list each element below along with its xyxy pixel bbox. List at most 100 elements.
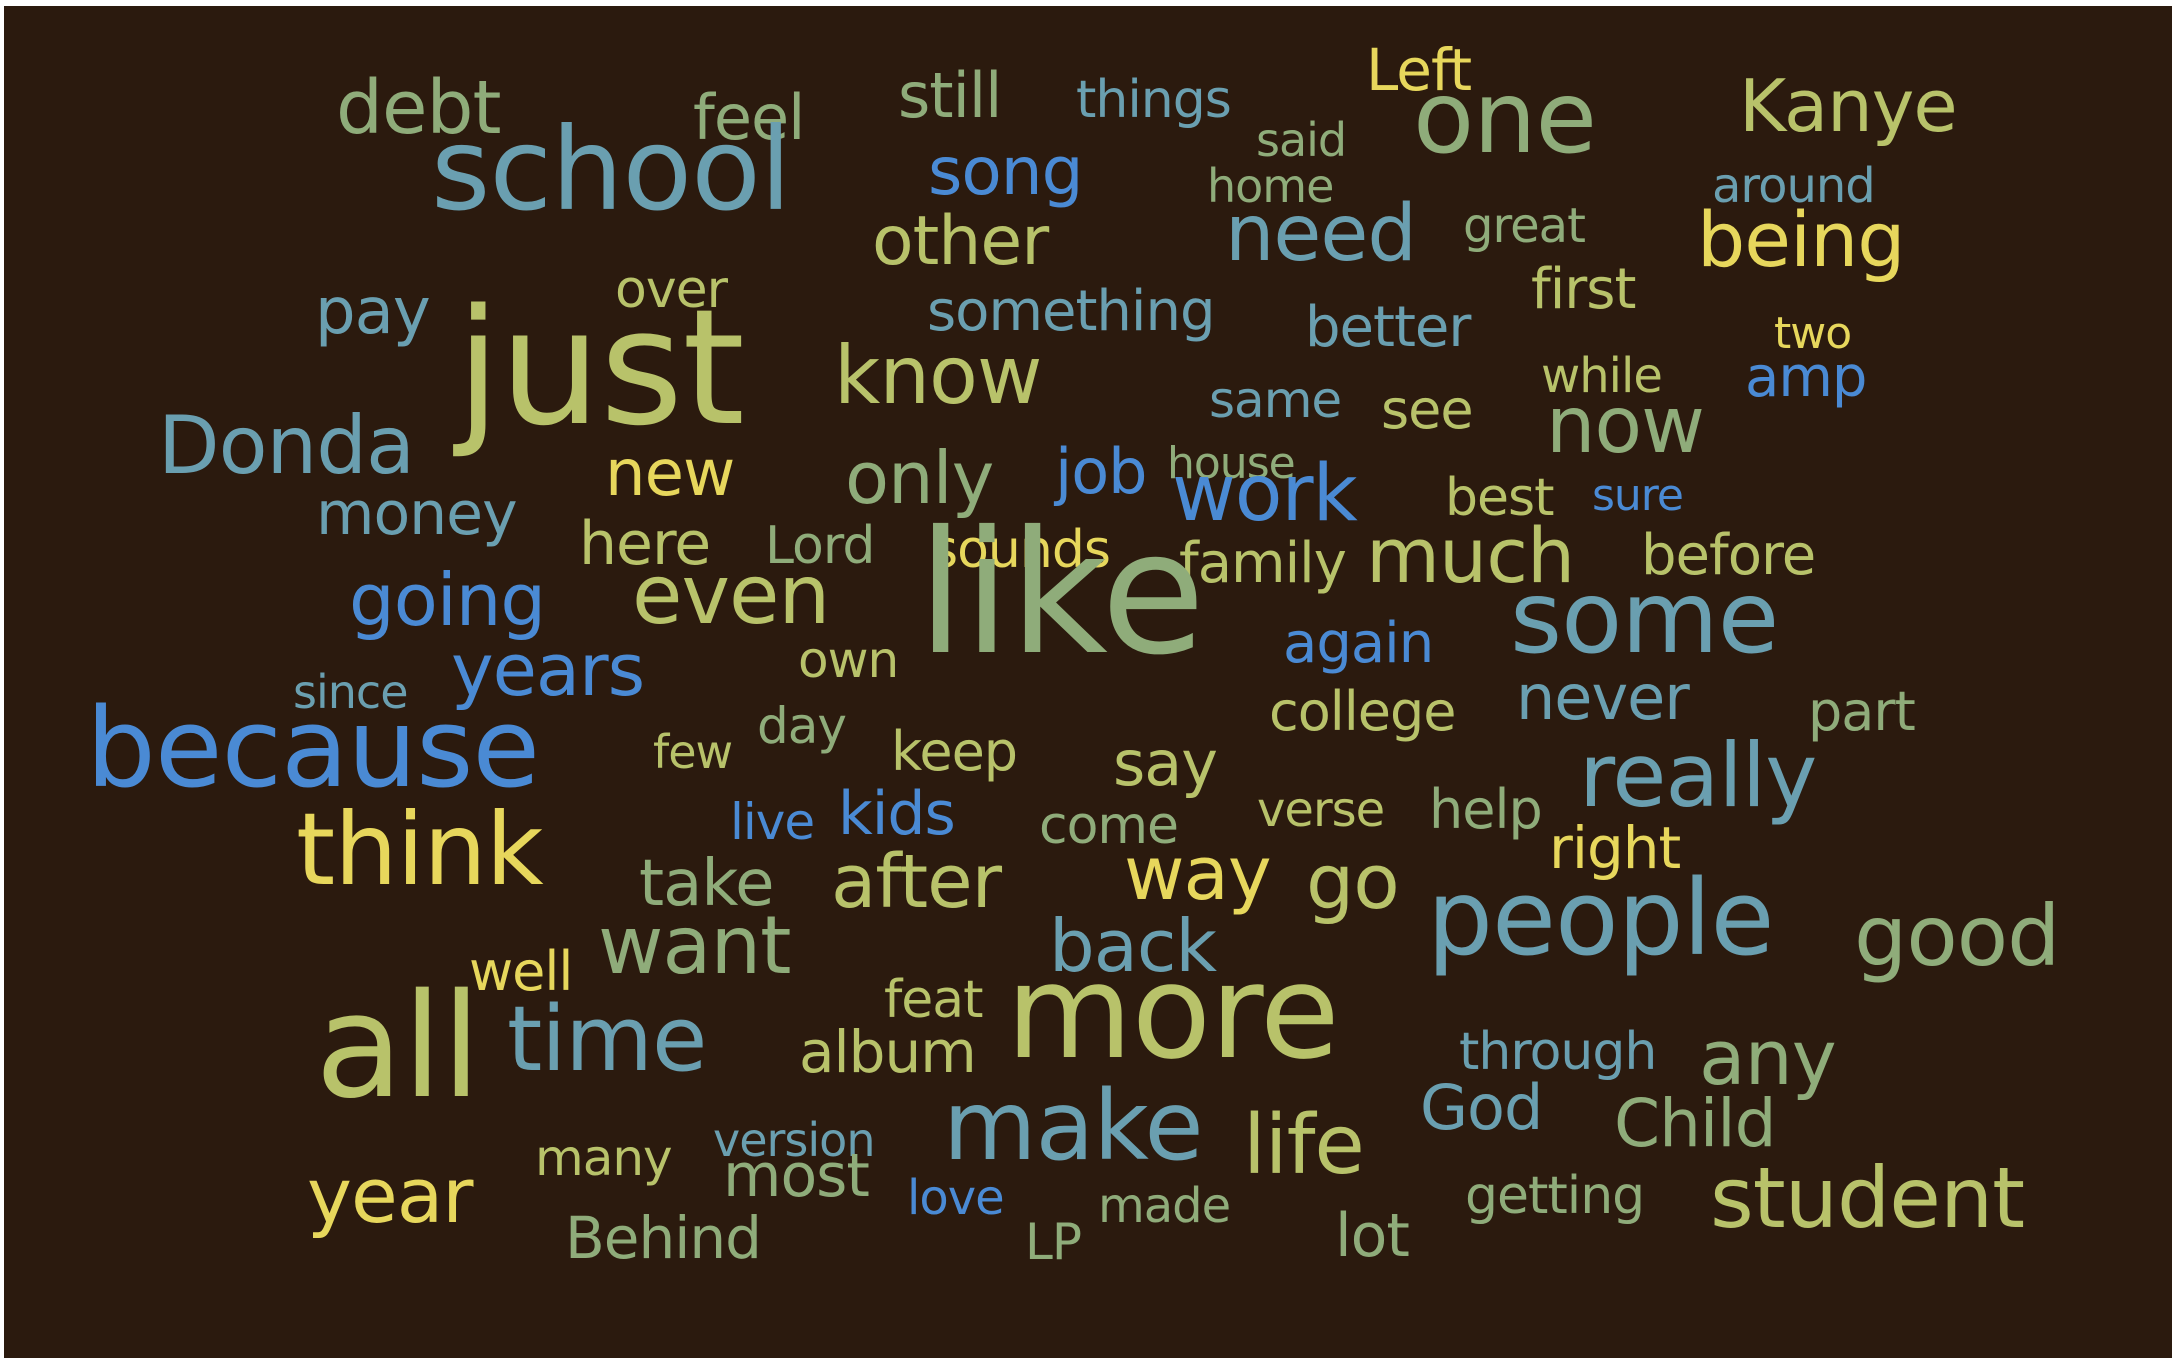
word-some: some [1510, 559, 1779, 676]
word-really: really [1579, 724, 1817, 827]
word-other: other [872, 202, 1049, 281]
word-college: college [1269, 680, 1456, 743]
word-feat: feat [884, 970, 984, 1030]
word-album: album [799, 1018, 977, 1086]
word-made: made [1098, 1178, 1231, 1234]
word-pay: pay [315, 275, 431, 349]
word-lot: lot [1335, 1201, 1410, 1271]
word-two: two [1774, 308, 1852, 359]
word-kids: kids [838, 779, 956, 849]
word-help: help [1429, 778, 1543, 841]
word-version: version [713, 1113, 875, 1167]
word-say: say [1113, 727, 1218, 800]
word-song: song [928, 133, 1083, 210]
word-kanye: Kanye [1739, 64, 1958, 148]
word-only: only [845, 436, 994, 520]
word-here: here [579, 509, 711, 579]
word-debt: debt [336, 65, 501, 151]
word-own: own [798, 631, 899, 689]
word-much: much [1366, 511, 1575, 600]
word-see: see [1381, 378, 1474, 441]
word-lp: LP [1025, 1213, 1082, 1271]
word-years: years [451, 628, 645, 712]
word-any: any [1699, 1013, 1837, 1102]
word-student: student [1710, 1149, 2025, 1247]
word-donda: Donda [158, 399, 415, 492]
word-part: part [1808, 680, 1916, 743]
word-back: back [1049, 904, 1217, 988]
word-well: well [469, 940, 573, 1003]
word-around: around [1712, 158, 1876, 214]
word-money: money [316, 479, 518, 549]
word-feel: feel [693, 81, 805, 154]
word-getting: getting [1465, 1166, 1645, 1226]
word-many: many [535, 1129, 673, 1187]
word-most: most [723, 1141, 870, 1211]
word-going: going [349, 558, 546, 642]
word-home: home [1207, 159, 1334, 213]
word-before: before [1641, 523, 1816, 588]
word-never: never [1516, 661, 1690, 734]
word-job: job [1055, 435, 1148, 508]
word-over: over [615, 260, 728, 320]
word-live: live [730, 793, 815, 851]
word-because: because [86, 684, 540, 812]
word-better: better [1305, 295, 1471, 360]
word-life: life [1243, 1098, 1365, 1193]
word-just: just [456, 274, 745, 461]
word-keep: keep [891, 720, 1018, 783]
word-best: best [1445, 468, 1554, 528]
word-go: go [1306, 837, 1400, 926]
word-while: while [1541, 348, 1663, 404]
word-great: great [1463, 198, 1586, 254]
word-know: know [834, 329, 1042, 422]
word-day: day [757, 697, 847, 755]
word-first: first [1531, 257, 1636, 322]
word-time: time [507, 987, 707, 1092]
word-amp: amp [1745, 345, 1867, 410]
word-make: make [943, 1070, 1204, 1182]
word-house: house [1167, 438, 1296, 489]
word-child: Child [1614, 1085, 1776, 1162]
word-sure: sure [1592, 470, 1684, 521]
word-again: again [1283, 611, 1434, 676]
word-lord: Lord [765, 516, 875, 576]
word-people: people [1427, 857, 1775, 979]
word-same: same [1209, 371, 1342, 429]
word-family: family [1179, 531, 1347, 596]
word-love: love [907, 1170, 1005, 1226]
word-year: year [307, 1151, 474, 1240]
word-way: way [1124, 831, 1272, 917]
word-more: more [1006, 936, 1340, 1088]
word-school: school [431, 103, 791, 236]
word-behind: Behind [565, 1204, 762, 1272]
word-left: Left [1366, 36, 1472, 104]
word-right: right [1549, 814, 1681, 882]
word-like: like [917, 495, 1205, 693]
word-now: now [1546, 381, 1705, 471]
word-things: things [1076, 70, 1232, 130]
word-even: even [632, 548, 830, 643]
word-through: through [1459, 1022, 1657, 1082]
word-work: work [1172, 449, 1358, 539]
word-new: new [605, 437, 735, 511]
word-good: good [1854, 887, 2060, 985]
word-all: all [315, 962, 481, 1130]
word-sounds: sounds [931, 520, 1111, 580]
word-still: still [898, 59, 1002, 132]
word-come: come [1039, 796, 1179, 856]
word-said: said [1256, 113, 1347, 167]
word-god: God [1420, 1071, 1543, 1144]
word-cloud: debt feel still things said Left one Kanye schoo… [4, 6, 2172, 1358]
word-verse: verse [1257, 782, 1385, 838]
word-something: something [927, 279, 1215, 344]
word-want: want [598, 899, 792, 992]
word-one: one [1413, 59, 1597, 176]
word-take: take [639, 847, 774, 921]
word-after: after [831, 839, 1002, 925]
word-being: being [1697, 195, 1906, 284]
word-since: since [293, 665, 408, 719]
word-few: few [653, 725, 733, 779]
word-think: think [296, 791, 544, 908]
word-need: need [1225, 189, 1417, 279]
